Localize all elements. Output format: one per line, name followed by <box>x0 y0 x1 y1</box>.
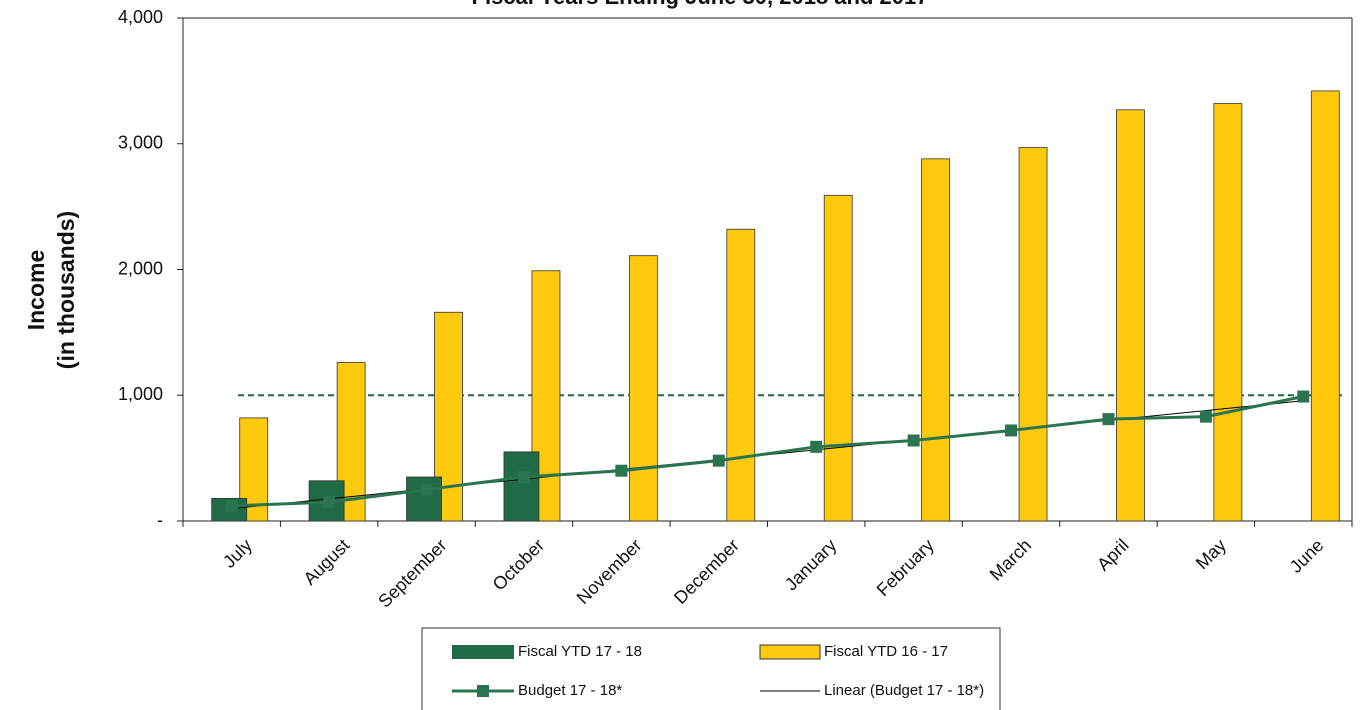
legend-swatch <box>452 645 514 659</box>
y-tick-label: 3,000 <box>118 133 163 153</box>
bar <box>1018 147 1048 522</box>
bar <box>1310 90 1340 522</box>
legend-label: Budget 17 - 18* <box>518 682 622 699</box>
x-tick-label: July <box>219 535 256 572</box>
line-marker <box>810 440 823 453</box>
line-marker <box>907 434 920 447</box>
bar <box>921 158 951 522</box>
line-marker <box>615 464 628 477</box>
x-tick-label: January <box>781 535 840 594</box>
line <box>231 395 1304 508</box>
x-tick-label: December <box>670 535 743 608</box>
legend-box <box>421 627 1001 710</box>
y-tick-label: 2,000 <box>118 258 163 278</box>
x-tick-label: October <box>489 535 548 594</box>
line-marker <box>1297 390 1310 403</box>
bar <box>628 255 658 522</box>
x-tick-label: June <box>1286 535 1328 577</box>
line-marker <box>712 454 725 467</box>
y-axis-label: Income <box>23 250 49 331</box>
x-tick-label: March <box>986 535 1036 585</box>
bar <box>1116 109 1145 522</box>
y-axis-label: (in thousands) <box>53 211 79 369</box>
y-tick-label: 1,000 <box>118 384 163 404</box>
x-tick-label: May <box>1192 535 1230 573</box>
legend-swatch <box>477 685 489 697</box>
bar <box>1213 103 1243 522</box>
bar <box>823 194 853 522</box>
line-marker <box>517 470 530 483</box>
line-marker <box>1005 424 1018 437</box>
x-tick-label: February <box>873 535 938 600</box>
x-tick-label: September <box>374 535 450 611</box>
x-tick-label: April <box>1093 535 1133 575</box>
line-marker <box>225 499 238 512</box>
bar <box>503 451 540 522</box>
x-tick-label: November <box>573 535 646 608</box>
line-marker <box>420 483 433 496</box>
legend-label: Fiscal YTD 16 - 17 <box>824 643 948 660</box>
legend-swatch <box>759 644 821 660</box>
line-marker <box>323 496 336 509</box>
bar <box>726 228 756 522</box>
chart-title: Fiscal Years Ending June 30, 2018 and 20… <box>472 0 929 9</box>
y-tick-label: - <box>157 510 163 530</box>
line-marker <box>1102 413 1115 426</box>
legend-label: Fiscal YTD 17 - 18 <box>518 643 642 660</box>
legend-label: Linear (Budget 17 - 18*) <box>824 682 984 699</box>
line-marker <box>1199 410 1212 423</box>
y-tick-label: 4,000 <box>118 7 163 27</box>
x-tick-label: August <box>300 535 354 589</box>
